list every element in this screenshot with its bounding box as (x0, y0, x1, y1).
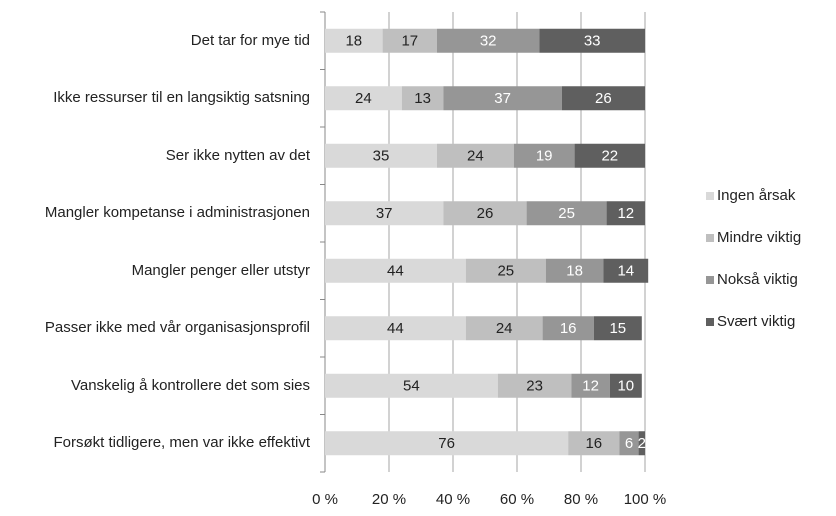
legend-label: Mindre viktig (717, 229, 801, 246)
bar-segment (325, 316, 466, 341)
data-label: 22 (601, 148, 618, 165)
bar-segment (325, 28, 383, 53)
bar-segment (443, 86, 562, 111)
bar-segment (465, 316, 543, 341)
bar-segment (325, 201, 444, 226)
legend-swatch (706, 318, 714, 326)
bar-segment (609, 373, 642, 398)
x-tick-label: 100 % (624, 491, 667, 508)
legend-swatch (706, 192, 714, 200)
bar-segment (593, 316, 642, 341)
category-label: Passer ikke med vår organisasjonsprofil (44, 319, 310, 337)
data-label: 12 (617, 205, 634, 222)
bar-segment (638, 431, 645, 456)
bar-segment (325, 86, 402, 111)
x-tick-label: 40 % (436, 491, 470, 508)
data-label: 13 (414, 90, 431, 107)
data-label: 35 (373, 148, 390, 165)
bar-segment (542, 316, 594, 341)
data-label: 15 (609, 320, 626, 337)
bar-segment (437, 28, 540, 53)
data-label: 32 (480, 33, 497, 50)
x-tick-label: 20 % (372, 491, 406, 508)
bar-segment (401, 86, 444, 111)
category-label: Forsøkt tidligere, men var ikke effektiv… (53, 434, 310, 452)
bar-segment (568, 431, 620, 456)
bar-segment (382, 28, 437, 53)
category-label: Vanskelig å kontrollere det som sies (70, 376, 310, 394)
bar-segment (325, 143, 437, 168)
data-label: 14 (617, 263, 634, 280)
data-label: 25 (558, 205, 575, 222)
bar-segment (561, 86, 645, 111)
x-tick-label: 60 % (500, 491, 534, 508)
data-label: 16 (585, 435, 602, 452)
category-label: Ikke ressurser til en langsiktig satsnin… (53, 89, 310, 107)
category-label: Mangler kompetanse i administrasjonen (44, 204, 310, 222)
legend-swatch (706, 234, 714, 242)
data-label: 24 (467, 148, 484, 165)
bar-segment (325, 258, 466, 283)
data-label: 54 (403, 378, 420, 395)
bar-segment (526, 201, 607, 226)
bar-segment (325, 431, 569, 456)
data-label: 6 (625, 435, 633, 452)
data-label: 23 (526, 378, 543, 395)
bar-segment (545, 258, 604, 283)
bar-segment (513, 143, 575, 168)
data-label: 18 (345, 33, 362, 50)
category-label: Mangler penger eller utstyr (131, 261, 310, 279)
data-label: 76 (438, 435, 455, 452)
data-label: 10 (617, 378, 634, 395)
data-label: 26 (477, 205, 494, 222)
data-label: 37 (494, 90, 511, 107)
bar-segment (571, 373, 610, 398)
bar-segment (539, 28, 645, 53)
legend-swatch (706, 276, 714, 284)
category-label: Det tar for mye tid (190, 31, 310, 49)
bar-segment (437, 143, 514, 168)
bar-segment (603, 258, 649, 283)
data-label: 24 (355, 90, 372, 107)
data-label: 25 (497, 263, 514, 280)
data-label: 37 (376, 205, 393, 222)
bar-segment (325, 373, 498, 398)
data-label: 12 (582, 378, 599, 395)
bar-segment (497, 373, 572, 398)
data-label: 33 (584, 33, 601, 50)
data-label: 16 (560, 320, 577, 337)
bar-segment (443, 201, 527, 226)
data-label: 19 (536, 148, 553, 165)
x-tick-label: 80 % (564, 491, 598, 508)
bar-segment (606, 201, 645, 226)
category-label: Ser ikke nytten av det (165, 146, 310, 164)
bar-segment (619, 431, 639, 456)
bar-segment (465, 258, 546, 283)
legend-label: Nokså viktig (717, 271, 798, 288)
legend-label: Svært viktig (717, 313, 795, 330)
legend-label: Ingen årsak (717, 187, 796, 204)
data-label: 24 (496, 320, 513, 337)
bar-segment (574, 143, 645, 168)
data-label: 44 (387, 263, 404, 280)
data-label: 18 (566, 263, 583, 280)
data-label: 44 (387, 320, 404, 337)
data-label: 17 (401, 33, 418, 50)
data-label: 2 (638, 435, 646, 452)
data-label: 26 (595, 90, 612, 107)
x-tick-label: 0 % (312, 491, 338, 508)
